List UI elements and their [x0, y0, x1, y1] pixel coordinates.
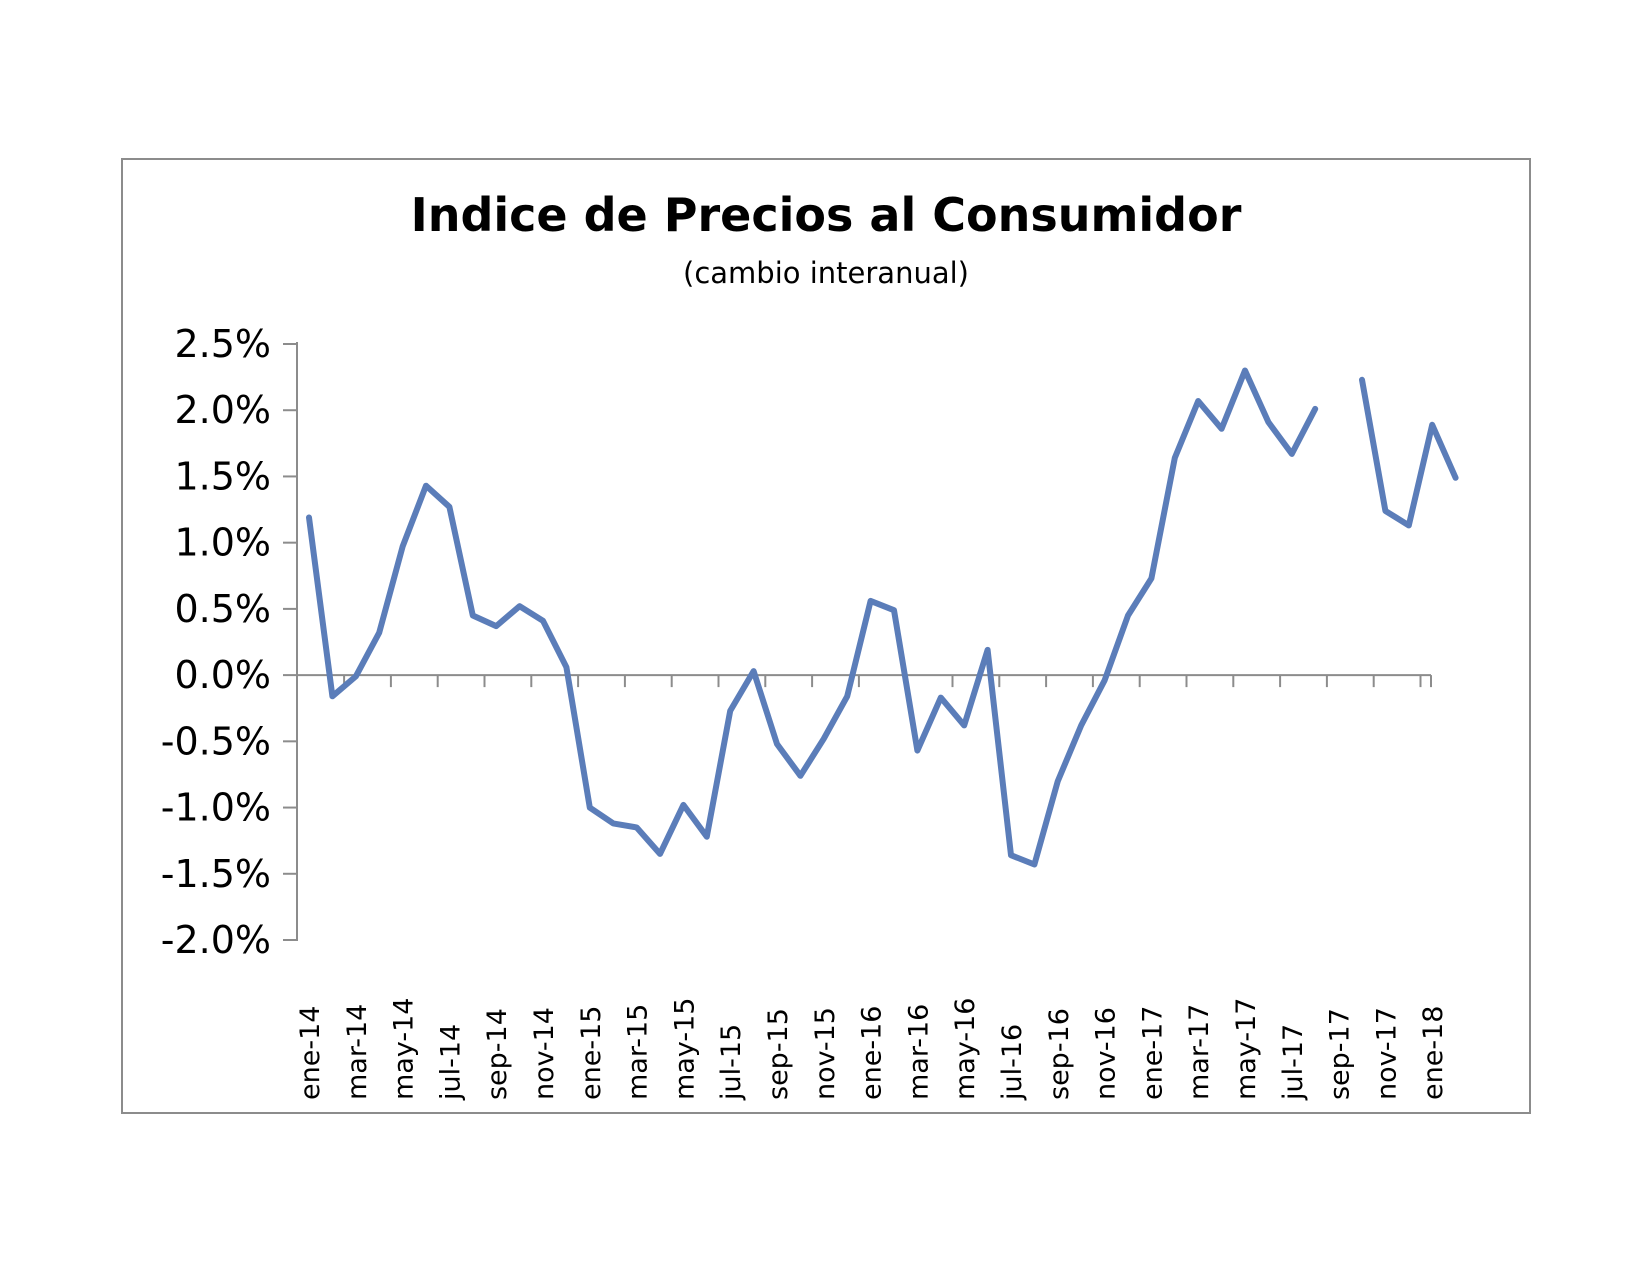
x-tick-label: may-17 — [1231, 998, 1262, 1100]
x-tick-label: ene-17 — [1137, 1006, 1168, 1100]
x-tick-label: nov-15 — [810, 1007, 841, 1100]
x-tick-label: ene-18 — [1418, 1006, 1449, 1100]
x-tick-label: nov-16 — [1091, 1007, 1122, 1100]
x-tick-label: may-15 — [669, 998, 700, 1100]
axes — [283, 342, 1432, 941]
x-tick-label: may-16 — [950, 998, 981, 1100]
x-tick-label: nov-14 — [529, 1007, 560, 1100]
x-tick-label: mar-17 — [1184, 1004, 1215, 1100]
x-tick-label: jul-14 — [435, 1024, 466, 1101]
x-tick-label: may-14 — [389, 998, 420, 1100]
x-tick-label: sep-16 — [1044, 1008, 1075, 1100]
x-axis-labels: ene-14 mar-14 may-14 jul-14 sep-14 nov-14 ene-… — [295, 998, 1449, 1101]
x-tick-label: jul-17 — [1278, 1024, 1309, 1101]
x-tick-label: ene-15 — [576, 1006, 607, 1100]
y-tick-label: 0.5% — [174, 587, 271, 631]
y-tick-label: -1.0% — [161, 786, 271, 830]
y-tick-label: 1.5% — [174, 454, 271, 498]
series-lines — [306, 367, 1459, 868]
y-tick-label: -0.5% — [161, 719, 271, 763]
y-axis-labels: 2.5% 2.0% 1.5% 1.0% 0.5% 0.0% -0.5% -1.0% -1.5% -… — [161, 322, 271, 962]
series-line — [1359, 376, 1459, 529]
x-tick-label: mar-16 — [903, 1004, 934, 1100]
y-tick-label: 0.0% — [174, 653, 271, 697]
y-tick-label: 2.5% — [174, 322, 271, 366]
y-tick-label: 2.0% — [174, 388, 271, 432]
y-tick-label: -2.0% — [161, 918, 271, 962]
x-tick-label: mar-15 — [623, 1004, 654, 1100]
x-tick-label: sep-17 — [1325, 1008, 1356, 1100]
line-plot: 2.5% 2.0% 1.5% 1.0% 0.5% 0.0% -0.5% -1.0% -1.5% -… — [161, 322, 1459, 1101]
x-tick-label: ene-16 — [857, 1006, 888, 1100]
chart-title: Indice de Precios al Consumidor — [410, 188, 1242, 242]
x-tick-label: nov-17 — [1371, 1007, 1402, 1100]
x-tick-label: mar-14 — [342, 1004, 373, 1100]
x-tick-label: jul-15 — [716, 1024, 747, 1101]
y-tick-label: 1.0% — [174, 521, 271, 565]
x-tick-label: sep-15 — [763, 1008, 794, 1100]
x-tick-label: jul-16 — [997, 1024, 1028, 1101]
x-tick-label: sep-14 — [482, 1008, 513, 1100]
y-tick-label: -1.5% — [161, 852, 271, 896]
chart-subtitle: (cambio interanual) — [683, 256, 969, 290]
chart-frame: Indice de Precios al Consumidor (cambio … — [121, 158, 1531, 1114]
x-tick-label: ene-14 — [295, 1006, 326, 1100]
series-line — [306, 367, 1319, 868]
